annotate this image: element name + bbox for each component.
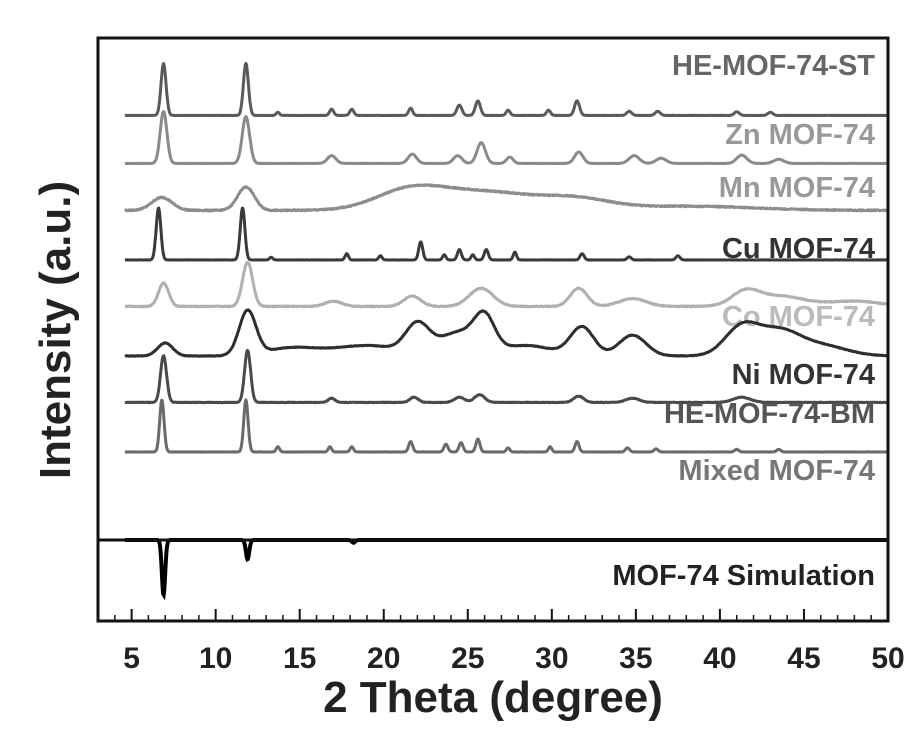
series-label-1: Zn MOF-74 <box>725 119 875 151</box>
x-tick-label-3: 20 <box>367 642 400 675</box>
series-label-5: Ni MOF-74 <box>732 359 875 391</box>
x-axis-title: 2 Theta (degree) <box>323 673 663 722</box>
y-axis-title: Intensity (a.u.) <box>31 181 80 479</box>
x-tick-label-1: 10 <box>199 642 232 675</box>
x-tick-label-4: 25 <box>451 642 484 675</box>
x-tick-label-6: 35 <box>619 642 652 675</box>
x-tick-label-0: 5 <box>123 642 140 675</box>
series-label-7: Mixed MOF-74 <box>678 455 875 487</box>
x-tick-label-9: 50 <box>871 642 904 675</box>
x-tick-label-2: 15 <box>283 642 316 675</box>
series-layer: HE-MOF-74-ST Zn MOF-74 Mn MOF-74 Cu MOF-74 C… <box>125 50 888 595</box>
series-label-3: Cu MOF-74 <box>722 233 875 265</box>
x-ticks: 5 10 15 20 25 30 35 40 45 50 <box>98 609 905 675</box>
x-tick-label-8: 45 <box>787 642 820 675</box>
series-label-2: Mn MOF-74 <box>719 172 875 204</box>
simulation-label: MOF-74 Simulation <box>612 560 875 592</box>
series-label-6: HE-MOF-74-BM <box>664 398 875 430</box>
x-tick-label-7: 40 <box>703 642 736 675</box>
series-label-4: Co MOF-74 <box>722 301 875 333</box>
x-tick-label-5: 30 <box>535 642 568 675</box>
series-label-0: HE-MOF-74-ST <box>672 50 875 82</box>
